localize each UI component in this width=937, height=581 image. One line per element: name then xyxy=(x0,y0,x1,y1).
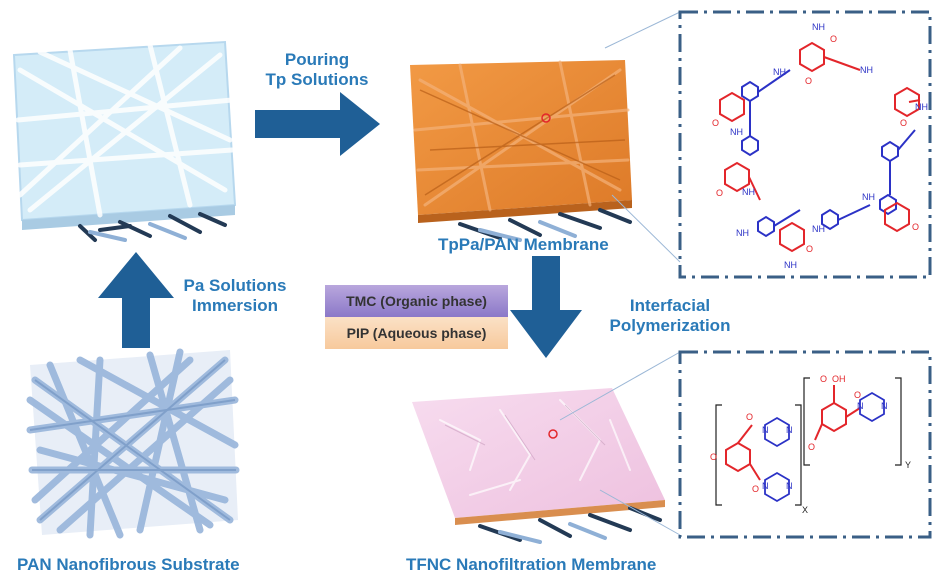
polyamide-structure: O OH O O O O O N N N N N N X Y xyxy=(710,374,911,515)
structure-frame-top xyxy=(678,10,932,279)
tppa-pan-membrane-image xyxy=(410,11,681,263)
o-label: O xyxy=(820,374,827,384)
o-label: O xyxy=(806,244,813,254)
zoom-marker-top xyxy=(541,113,551,123)
subscript-x: X xyxy=(802,505,808,515)
nh-label: NH xyxy=(862,192,875,202)
tfnc-membrane-image xyxy=(412,351,681,544)
o-label: O xyxy=(716,188,723,198)
o-label: O xyxy=(854,390,861,400)
pouring-label-line2: Tp Solutions xyxy=(265,70,369,89)
tppa-membrane-title: TpPa/PAN Membrane xyxy=(438,235,609,254)
o-label: O xyxy=(808,442,815,452)
o-label: O xyxy=(712,118,719,128)
o-label: O xyxy=(752,484,759,494)
zoom-marker-bottom xyxy=(548,429,558,439)
interfacial-polymerization-label: Interfacial Polymerization xyxy=(600,296,740,336)
tfnc-membrane-title: TFNC Nanofiltration Membrane xyxy=(406,555,657,574)
nh-label: NH xyxy=(742,187,755,197)
pa-immersion-line1: Pa Solutions xyxy=(183,276,287,295)
nh-label: NH xyxy=(812,224,825,234)
organic-phase-box xyxy=(325,285,508,317)
nh-label: NH xyxy=(784,260,797,270)
aqueous-phase-box xyxy=(325,317,508,349)
pouring-label-line1: Pouring xyxy=(284,50,350,69)
n-label: N xyxy=(786,481,793,491)
pa-immersion-label: Pa Solutions Immersion xyxy=(170,276,300,316)
n-label: N xyxy=(762,425,769,435)
pan-substrate-image xyxy=(26,348,240,539)
o-label: O xyxy=(805,76,812,86)
nh-label: NH xyxy=(860,65,873,75)
pa-immersion-line2: Immersion xyxy=(192,296,278,315)
nh-label: NH xyxy=(915,102,928,112)
o-label: O xyxy=(830,34,837,44)
structure-frame-bottom xyxy=(678,350,932,539)
nh-label: NH xyxy=(736,228,749,238)
nh-label: NH xyxy=(730,127,743,137)
organic-phase-label: TMC (Organic phase) xyxy=(346,293,487,309)
nh-label: NH xyxy=(812,22,825,32)
o-label: O xyxy=(710,452,717,462)
pouring-label: Pouring Tp Solutions xyxy=(262,50,372,90)
n-label: N xyxy=(762,481,769,491)
substrate-title: PAN Nanofibrous Substrate xyxy=(17,555,240,574)
n-label: N xyxy=(881,401,888,411)
n-label: N xyxy=(857,401,864,411)
o-label: O xyxy=(900,118,907,128)
tppa-structure: NH NH NH NH NH NH NH NH NH NH O O O O O … xyxy=(712,22,928,270)
subscript-y: Y xyxy=(905,460,911,470)
o-label: O xyxy=(746,412,753,422)
n-label: N xyxy=(786,425,793,435)
arrow-right xyxy=(255,92,380,156)
aqueous-phase-label: PIP (Aqueous phase) xyxy=(346,325,487,341)
nh-label: NH xyxy=(773,67,786,77)
o-label: O xyxy=(912,222,919,232)
oh-label: OH xyxy=(832,374,846,384)
interfacial-line2: Polymerization xyxy=(609,316,731,335)
arrow-up xyxy=(98,252,174,348)
interfacial-line1: Interfacial xyxy=(629,296,711,315)
arrow-down xyxy=(510,256,582,358)
pa-coated-substrate-image xyxy=(12,40,237,242)
